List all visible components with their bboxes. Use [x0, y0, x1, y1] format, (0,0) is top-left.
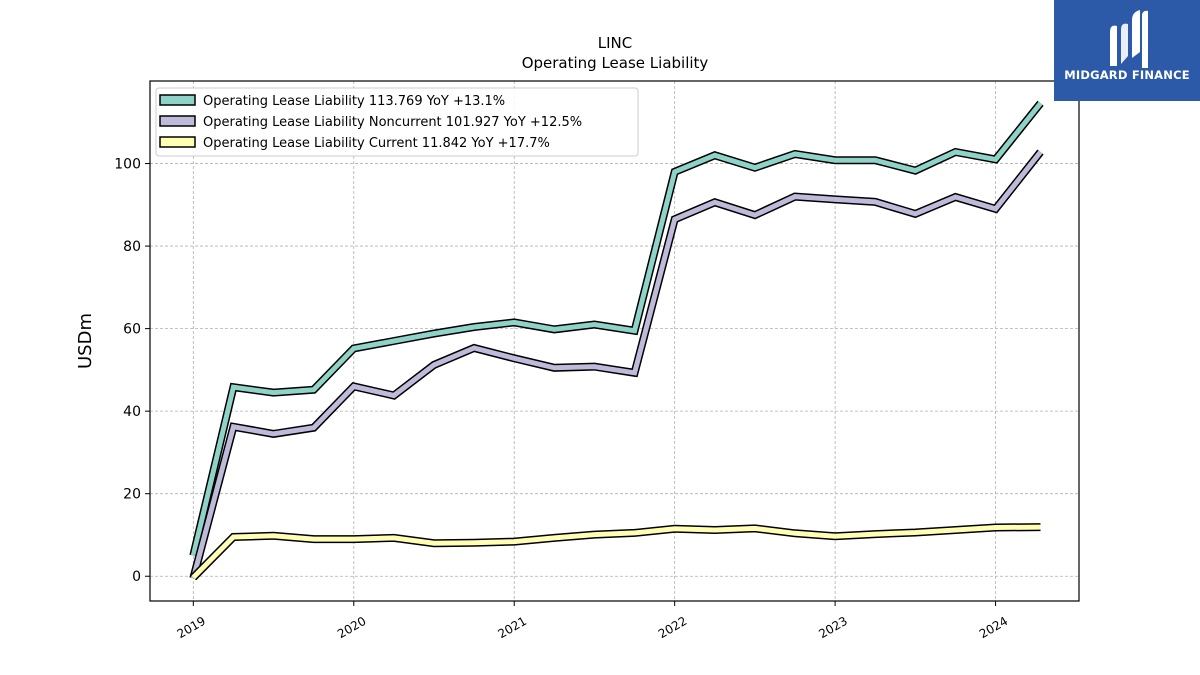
legend-label: Operating Lease Liability 113.769 YoY +1… [203, 94, 505, 109]
logo-text: MIDGARD FINANCE [1064, 68, 1190, 82]
legend-label: Operating Lease Liability Noncurrent 101… [203, 115, 582, 130]
plot-frame [149, 80, 1080, 602]
y-tick-label: 60 [123, 322, 141, 338]
x-tick-label: 2023 [816, 614, 849, 641]
midgard-finance-logo: MIDGARD FINANCE [1054, 0, 1200, 101]
x-tick-label: 2022 [656, 614, 689, 641]
y-tick-label: 40 [123, 404, 141, 420]
midgard-m-logo-icon [1110, 10, 1148, 68]
x-tick-label: 2021 [495, 614, 528, 641]
legend-swatch [159, 136, 196, 148]
axes: 0 20 40 60 80 100 2019 2020 2021 2022 2023 2024 [114, 157, 1010, 642]
y-tick-label: 80 [123, 239, 141, 255]
legend-box [155, 87, 639, 157]
legend-swatch [159, 115, 196, 127]
x-tick-label: 2019 [175, 614, 208, 641]
series-line [191, 524, 1041, 580]
legend: Operating Lease Liability 113.769 YoY +1… [155, 87, 639, 157]
y-axis-label: USDm [75, 313, 96, 369]
legend-label: Operating Lease Liability Current 11.842… [203, 136, 550, 151]
y-tick-label: 0 [132, 569, 141, 585]
series-line [190, 101, 1043, 557]
chart-subtitle: Operating Lease Liability [522, 54, 709, 72]
legend-swatch [159, 94, 196, 106]
x-tick-label: 2024 [977, 614, 1010, 641]
series-lines [189, 100, 1044, 581]
series-line [190, 150, 1043, 579]
chart-title: LINC [598, 34, 632, 52]
y-tick-label: 100 [114, 157, 141, 173]
x-tick-label: 2020 [335, 614, 368, 641]
y-tick-label: 20 [123, 487, 141, 503]
